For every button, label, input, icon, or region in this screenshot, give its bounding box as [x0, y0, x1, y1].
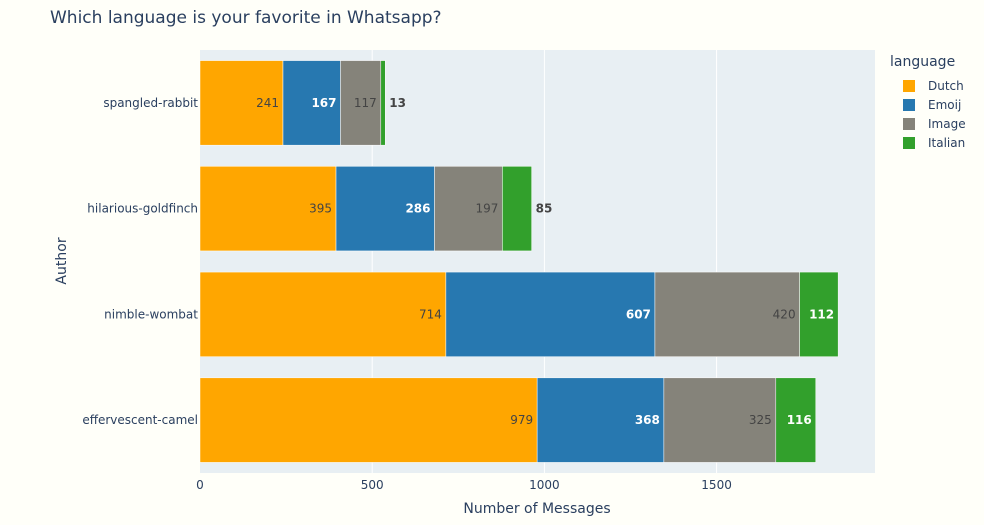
- x-axis-label: Number of Messages: [463, 501, 610, 517]
- data-label: 112: [809, 307, 834, 321]
- bar-italian: [502, 166, 532, 252]
- bar-emoij: [445, 271, 656, 357]
- bar-image: [663, 377, 777, 463]
- legend-item-dutch[interactable]: Dutch: [890, 76, 966, 95]
- data-label: 85: [536, 202, 553, 216]
- bar-dutch: [199, 377, 538, 463]
- data-label: 167: [311, 96, 336, 110]
- data-label: 117: [354, 96, 377, 110]
- legend: language Dutch Emoij Image Italian: [890, 54, 966, 152]
- y-tick-label: effervescent-camel: [82, 413, 198, 427]
- data-label: 714: [419, 307, 442, 321]
- legend-item-italian[interactable]: Italian: [890, 133, 966, 152]
- legend-item-image[interactable]: Image: [890, 114, 966, 133]
- data-label: 116: [787, 413, 812, 427]
- legend-label: Italian: [928, 135, 966, 150]
- bar-image: [434, 166, 503, 252]
- bar-image: [340, 60, 382, 146]
- legend-swatch: [903, 136, 915, 149]
- bar-emoij: [335, 166, 435, 252]
- bar-emoij: [282, 60, 341, 146]
- data-label: 13: [389, 96, 406, 110]
- x-tick-label: 1000: [529, 478, 560, 492]
- data-label: 286: [405, 202, 430, 216]
- data-label: 420: [773, 307, 796, 321]
- data-label: 325: [749, 413, 772, 427]
- data-label: 368: [635, 413, 660, 427]
- y-axis-label: Author: [54, 237, 70, 284]
- x-tick-label: 1500: [701, 478, 732, 492]
- bar-emoij: [536, 377, 665, 463]
- legend-swatch: [903, 98, 915, 111]
- legend-title: language: [890, 54, 956, 70]
- bar-dutch: [199, 166, 337, 252]
- y-tick-label: nimble-wombat: [104, 307, 198, 321]
- y-tick-label: hilarious-goldfinch: [87, 202, 198, 216]
- legend-label: Dutch: [928, 78, 964, 93]
- bar-italian: [775, 377, 817, 463]
- bar-image: [654, 271, 800, 357]
- x-tick-label: 0: [196, 478, 204, 492]
- data-label: 979: [510, 413, 533, 427]
- data-label: 241: [256, 96, 279, 110]
- x-tick-label: 500: [361, 478, 384, 492]
- bar-dutch: [199, 271, 447, 357]
- bar-italian: [799, 271, 839, 357]
- chart-title: Which language is your favorite in Whats…: [50, 8, 442, 28]
- legend-swatch: [903, 117, 915, 130]
- data-label: 197: [475, 202, 498, 216]
- y-tick-label: spangled-rabbit: [103, 96, 198, 110]
- legend-label: Image: [928, 116, 966, 131]
- data-label: 395: [309, 202, 332, 216]
- legend-label: Emoij: [928, 97, 962, 112]
- bar-italian: [380, 60, 386, 146]
- data-label: 607: [626, 307, 651, 321]
- legend-item-emoij[interactable]: Emoij: [890, 95, 966, 114]
- legend-swatch: [903, 79, 915, 92]
